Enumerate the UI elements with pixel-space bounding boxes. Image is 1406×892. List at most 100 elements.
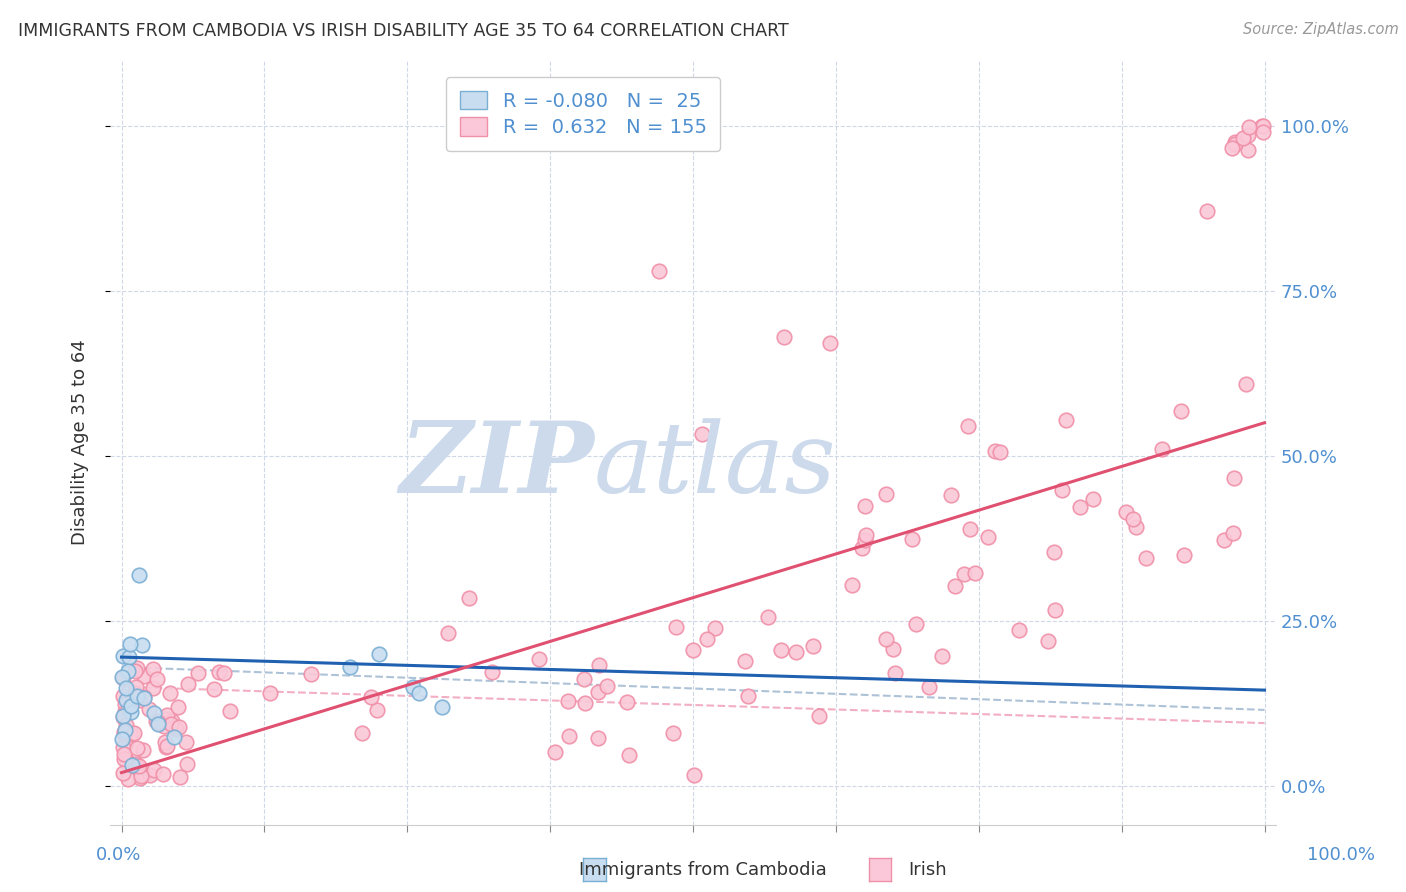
Point [976, 530, 998, 544]
Point [114, 693, 136, 707]
Point [111, 731, 134, 746]
Point [131, 638, 153, 652]
Point [125, 741, 148, 756]
Point [145, 672, 167, 686]
Point [884, 666, 907, 681]
Point [402, 680, 425, 694]
Point [132, 690, 155, 705]
Text: ZIP: ZIP [399, 417, 593, 514]
Point [1036, 633, 1059, 648]
Point [142, 663, 165, 677]
Point [1220, 141, 1243, 155]
Text: Immigrants from Cambodia: Immigrants from Cambodia [579, 861, 827, 879]
Point [360, 690, 382, 705]
Point [588, 731, 610, 745]
Point [145, 714, 167, 728]
Text: atlas: atlas [593, 417, 837, 513]
Point [430, 699, 453, 714]
Point [818, 336, 841, 351]
Point [875, 632, 897, 646]
Point [125, 690, 148, 704]
Point [153, 734, 176, 748]
Point [1008, 623, 1031, 637]
Point [111, 671, 134, 685]
Point [875, 487, 897, 501]
Point [785, 645, 807, 659]
Point [132, 690, 155, 704]
Point [117, 755, 139, 769]
Point [1237, 128, 1260, 143]
Point [801, 639, 824, 653]
Point [1223, 135, 1246, 149]
Point [111, 710, 134, 724]
Point [176, 756, 198, 771]
Point [155, 712, 177, 726]
Point [808, 709, 831, 723]
Point [1115, 505, 1137, 519]
Point [129, 771, 152, 785]
Point [350, 726, 373, 740]
Point [529, 652, 551, 666]
Point [905, 616, 928, 631]
Point [1122, 512, 1144, 526]
Point [218, 704, 240, 718]
Point [167, 721, 190, 735]
Text: 0.0%: 0.0% [96, 846, 141, 863]
Point [366, 703, 388, 717]
Point [769, 643, 792, 657]
Point [692, 427, 714, 442]
Point [1125, 520, 1147, 534]
Point [588, 658, 610, 673]
Point [112, 739, 135, 754]
Point [160, 714, 183, 728]
Point [125, 660, 148, 674]
Point [155, 740, 177, 755]
Point [943, 579, 966, 593]
Point [1253, 125, 1275, 139]
Point [682, 768, 704, 782]
Point [122, 725, 145, 739]
Point [111, 689, 134, 703]
Point [114, 704, 136, 718]
Text: Irish: Irish [908, 861, 948, 879]
Point [436, 626, 458, 640]
Y-axis label: Disability Age 35 to 64: Disability Age 35 to 64 [72, 340, 89, 545]
Point [153, 719, 176, 733]
Point [160, 717, 183, 731]
Point [121, 757, 143, 772]
Point [138, 702, 160, 716]
Point [120, 705, 142, 719]
Point [1173, 548, 1195, 562]
Point [143, 763, 166, 777]
Point [148, 717, 170, 731]
Point [129, 769, 152, 783]
Point [212, 665, 235, 680]
Point [682, 643, 704, 657]
Point [159, 686, 181, 700]
Point [146, 715, 169, 730]
Point [208, 665, 231, 679]
Point [112, 725, 135, 739]
Point [953, 566, 976, 581]
Point [734, 654, 756, 668]
Point [665, 620, 688, 634]
Text: Source: ZipAtlas.com: Source: ZipAtlas.com [1243, 22, 1399, 37]
Point [259, 686, 281, 700]
Point [1054, 413, 1077, 427]
Point [882, 642, 904, 657]
Point [1222, 525, 1244, 540]
Point [988, 445, 1011, 459]
Point [1225, 136, 1247, 151]
Point [169, 770, 191, 784]
Point [939, 488, 962, 502]
Point [1239, 120, 1261, 134]
Point [143, 706, 166, 720]
Point [543, 745, 565, 759]
Point [900, 532, 922, 546]
Point [139, 768, 162, 782]
Text: IMMIGRANTS FROM CAMBODIA VS IRISH DISABILITY AGE 35 TO 64 CORRELATION CHART: IMMIGRANTS FROM CAMBODIA VS IRISH DISABI… [18, 22, 789, 40]
Point [112, 747, 135, 762]
Point [128, 759, 150, 773]
Point [481, 665, 503, 680]
Point [177, 676, 200, 690]
